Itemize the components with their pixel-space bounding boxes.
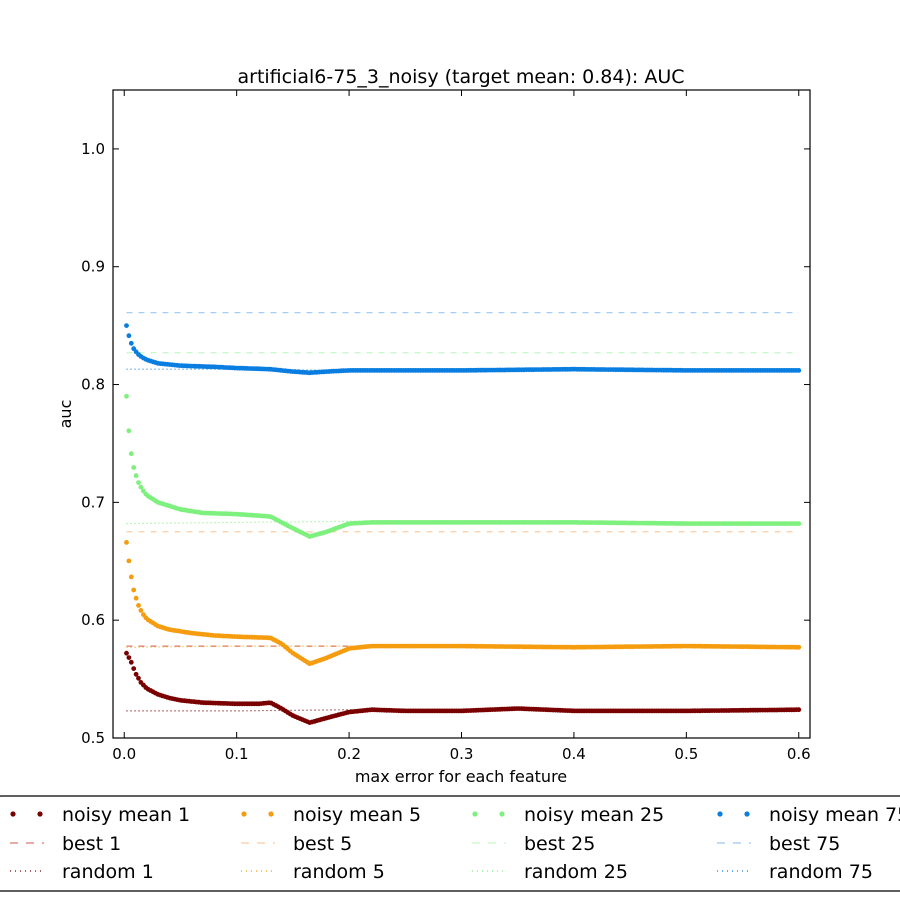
noisy-mean-5-legend-marker: [241, 811, 247, 817]
noisy-mean-25-legend-label: noisy mean 25: [524, 804, 664, 826]
noisy-mean-1-point: [133, 671, 139, 677]
y-tick-label: 0.5: [81, 729, 105, 747]
x-tick-label: 0.0: [112, 745, 136, 763]
noisy-mean-75-point: [128, 340, 134, 346]
noisy-mean-75-point: [796, 368, 802, 373]
y-tick-label: 0.7: [81, 493, 105, 511]
x-tick-label: 0.1: [225, 745, 249, 763]
noisy-mean-25-legend-marker: [499, 811, 505, 817]
noisy-mean-1-legend-marker: [37, 811, 43, 817]
noisy-mean-75-legend-marker: [744, 811, 750, 817]
noisy-mean-5-points: [124, 540, 802, 667]
y-axis-label: auc: [56, 400, 75, 429]
noisy-mean-1-point: [131, 666, 137, 671]
y-axis: 0.5 0.6 0.7 0.8 0.9 1.0: [81, 140, 810, 747]
noisy-mean-25-point: [138, 484, 144, 490]
x-tick-label: 0.5: [674, 745, 698, 763]
best-25-legend-label: best 25: [524, 833, 595, 855]
noisy-mean-5-point: [138, 608, 144, 613]
y-tick-label: 0.9: [81, 258, 105, 276]
noisy-mean-1-point: [128, 659, 134, 665]
x-tick-label: 0.2: [337, 745, 361, 763]
noisy-mean-1-point: [124, 650, 129, 656]
noisy-mean-75-legend-marker: [717, 811, 723, 817]
noisy-mean-1-point: [126, 655, 132, 660]
noisy-mean-25-point: [133, 473, 139, 479]
noisy-mean-5-legend-label: noisy mean 5: [293, 804, 421, 826]
noisy-mean-25-point: [796, 521, 802, 526]
noisy-mean-1-point: [136, 675, 141, 681]
noisy-mean-5-point: [124, 540, 129, 545]
noisy-mean-75-points: [124, 323, 802, 376]
x-tick-label: 0.3: [450, 745, 474, 763]
noisy-mean-25-point: [128, 451, 134, 457]
x-tick-label: 0.6: [787, 745, 811, 763]
random-1-legend-label: random 1: [62, 861, 154, 883]
y-tick-label: 1.0: [81, 140, 105, 158]
noisy-mean-5-point: [131, 587, 137, 593]
best-5-legend-label: best 5: [293, 833, 352, 855]
data-points: [124, 323, 802, 725]
noisy-mean-75-legend-label: noisy mean 75: [769, 804, 900, 826]
x-axis: 0.0 0.1 0.2 0.3 0.4 0.5 0.6: [112, 90, 811, 763]
legend-box: [0, 795, 900, 892]
y-tick-label: 0.8: [81, 376, 105, 394]
noisy-mean-5-point: [136, 603, 141, 608]
noisy-mean-5-point: [796, 644, 802, 650]
x-axis-label: max error for each feature: [355, 767, 567, 786]
noisy-mean-1-points: [124, 650, 802, 725]
noisy-mean-75-point: [126, 333, 132, 339]
plot-area: [113, 90, 810, 738]
noisy-mean-1-legend-marker: [10, 811, 16, 817]
noisy-mean-1-point: [796, 707, 802, 713]
noisy-mean-25-points: [124, 393, 802, 539]
random-5-legend-label: random 5: [293, 861, 385, 883]
best-1-legend-label: best 1: [62, 833, 121, 855]
noisy-mean-25-point: [131, 465, 137, 470]
noisy-mean-25-point: [124, 393, 129, 399]
noisy-mean-25-point: [126, 428, 132, 434]
noisy-mean-5-point: [126, 558, 132, 564]
noisy-mean-1-legend-label: noisy mean 1: [62, 804, 190, 826]
chart-title: artificial6-75_3_noisy (target mean: 0.8…: [237, 66, 684, 88]
legend: noisy mean 1 best 1 random 1 noisy mean 5 be…: [0, 795, 900, 892]
x-tick-label: 0.4: [562, 745, 586, 763]
random-75-legend-label: random 75: [769, 861, 873, 883]
best-75-legend-label: best 75: [769, 833, 840, 855]
noisy-mean-5-point: [133, 595, 139, 601]
noisy-mean-5-point: [128, 574, 134, 580]
noisy-mean-25-legend-marker: [472, 811, 478, 817]
noisy-mean-25-point: [136, 480, 141, 485]
y-tick-label: 0.6: [81, 611, 105, 629]
noisy-mean-5-legend-marker: [268, 811, 274, 817]
noisy-mean-75-point: [124, 323, 129, 328]
random-25-legend-label: random 25: [524, 861, 628, 883]
